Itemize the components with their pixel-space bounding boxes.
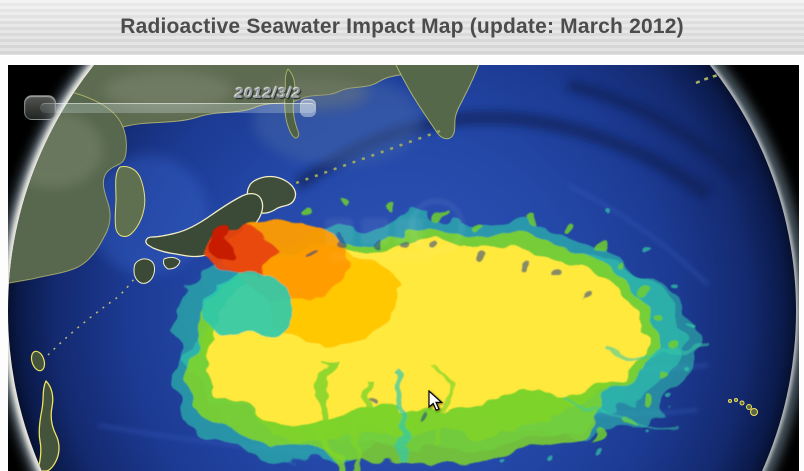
terrain-shading: [103, 70, 233, 110]
plume-tendrils: [321, 343, 709, 471]
plume-outer-speckles: [505, 212, 696, 468]
plume-gaps: [305, 231, 587, 418]
page-title: Radioactive Seawater Impact Map (update:…: [120, 15, 684, 38]
date-stamp: 2012/3/2: [235, 85, 302, 102]
time-slider-end[interactable]: [300, 99, 316, 117]
philippine-islands: [37, 380, 60, 471]
hawaiian-islands: [728, 398, 758, 416]
land-shikoku: [163, 256, 181, 270]
earth-map: [8, 65, 799, 471]
land-korea: [114, 166, 146, 237]
time-slider-handle[interactable]: [24, 95, 56, 120]
land-taiwan: [30, 350, 46, 372]
map-viewport[interactable]: 2012/3/2: [8, 65, 799, 471]
plume-cool-patch: [205, 275, 297, 339]
land-kyushu: [133, 258, 155, 284]
radiation-plume: [173, 202, 709, 471]
land-kamchatka: [391, 65, 483, 140]
plume-peak: [211, 228, 225, 252]
aleutian-islands: [695, 69, 743, 85]
plume-speckles: [304, 202, 675, 440]
title-bar: Radioactive Seawater Impact Map (update:…: [0, 0, 804, 55]
time-slider-track[interactable]: [40, 103, 316, 113]
plume-main: [475, 275, 645, 395]
mouse-cursor-icon: [428, 390, 444, 412]
